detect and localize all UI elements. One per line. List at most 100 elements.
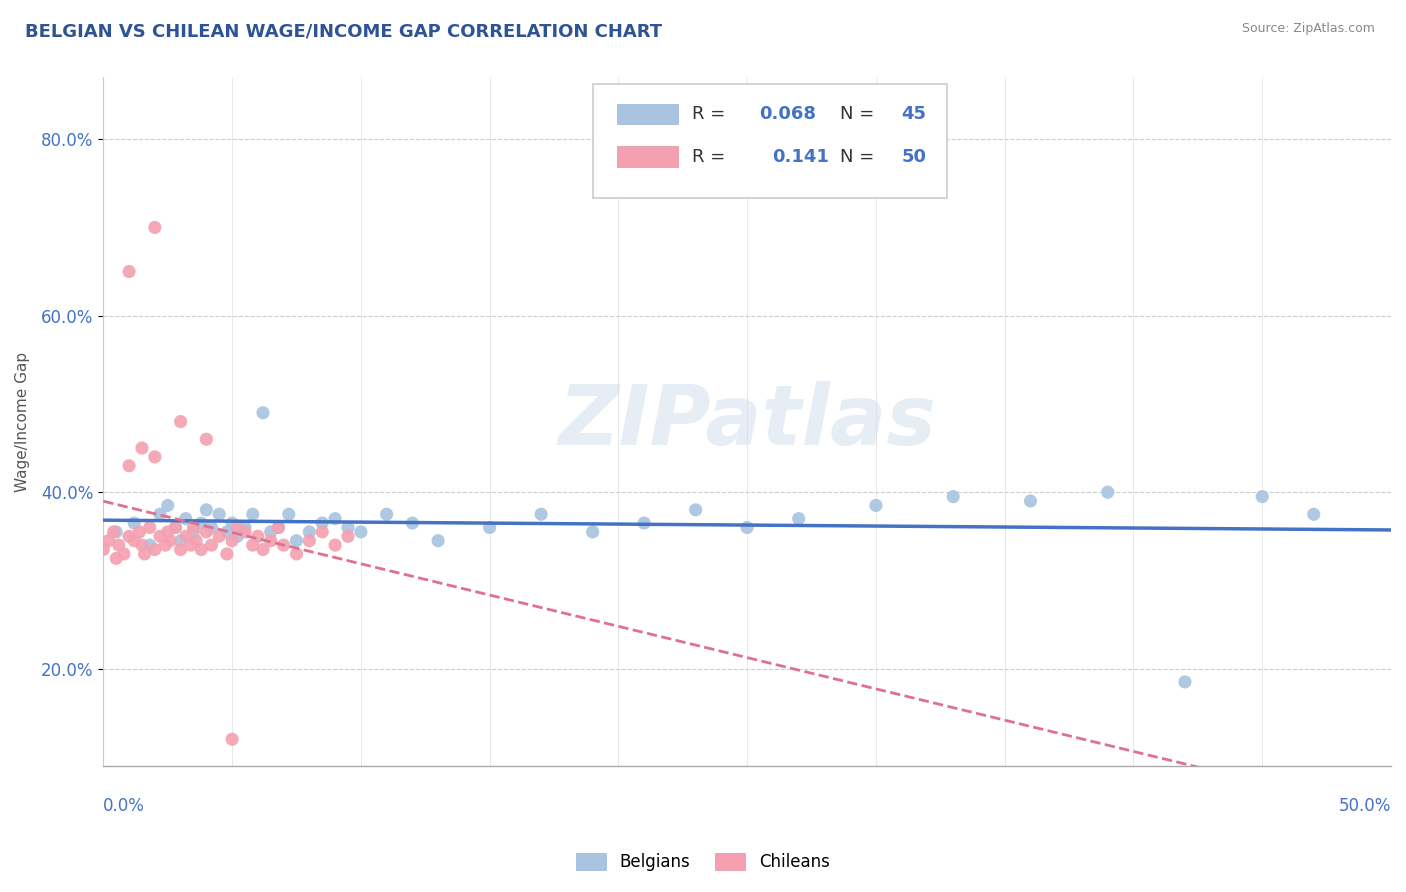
- Point: [401, 516, 423, 530]
- Point: [226, 520, 249, 534]
- Point: [195, 503, 218, 517]
- Point: [221, 732, 243, 747]
- Point: [97, 533, 120, 548]
- Point: [215, 524, 238, 539]
- Point: [195, 524, 218, 539]
- Text: N =: N =: [839, 105, 880, 123]
- Point: [311, 524, 333, 539]
- Point: [131, 441, 153, 455]
- Point: [337, 529, 360, 543]
- Point: [1302, 508, 1324, 522]
- Point: [242, 508, 264, 522]
- Point: [159, 533, 181, 548]
- Point: [131, 538, 153, 552]
- Point: [298, 524, 321, 539]
- Point: [221, 533, 243, 548]
- Point: [323, 511, 346, 525]
- Point: [337, 520, 360, 534]
- Point: [226, 529, 249, 543]
- Text: Source: ZipAtlas.com: Source: ZipAtlas.com: [1241, 22, 1375, 36]
- Point: [143, 220, 166, 235]
- Point: [208, 529, 231, 543]
- FancyBboxPatch shape: [617, 146, 678, 167]
- Point: [427, 533, 450, 548]
- Text: 0.141: 0.141: [772, 147, 828, 166]
- Point: [143, 450, 166, 464]
- Point: [942, 490, 965, 504]
- Point: [107, 538, 129, 552]
- Point: [267, 520, 290, 534]
- Point: [112, 547, 135, 561]
- Point: [134, 547, 156, 561]
- Text: 45: 45: [901, 105, 927, 123]
- Point: [128, 524, 150, 539]
- Point: [311, 516, 333, 530]
- Point: [138, 520, 160, 534]
- Point: [208, 508, 231, 522]
- Point: [91, 542, 114, 557]
- Point: [118, 458, 141, 473]
- Text: R =: R =: [692, 105, 731, 123]
- Point: [633, 516, 655, 530]
- Point: [323, 538, 346, 552]
- Point: [165, 520, 187, 534]
- Point: [1174, 674, 1197, 689]
- Point: [260, 524, 283, 539]
- Point: [242, 538, 264, 552]
- Point: [195, 432, 218, 446]
- Point: [285, 547, 308, 561]
- Point: [1097, 485, 1119, 500]
- Point: [153, 538, 176, 552]
- Point: [105, 524, 128, 539]
- Point: [530, 508, 553, 522]
- Text: 50.0%: 50.0%: [1339, 797, 1391, 814]
- Point: [200, 538, 222, 552]
- Point: [174, 529, 197, 543]
- Point: [685, 503, 707, 517]
- Point: [260, 533, 283, 548]
- Point: [215, 547, 238, 561]
- Point: [285, 533, 308, 548]
- Text: 0.068: 0.068: [759, 105, 815, 123]
- FancyBboxPatch shape: [593, 85, 946, 198]
- Point: [252, 542, 274, 557]
- Point: [1019, 494, 1042, 508]
- Point: [122, 516, 145, 530]
- Point: [118, 264, 141, 278]
- Point: [184, 533, 207, 548]
- Point: [375, 508, 398, 522]
- Point: [735, 520, 758, 534]
- Point: [143, 542, 166, 557]
- Point: [156, 524, 179, 539]
- Point: [180, 538, 202, 552]
- FancyBboxPatch shape: [617, 103, 678, 124]
- Point: [169, 533, 191, 548]
- Point: [169, 542, 191, 557]
- Text: N =: N =: [839, 147, 880, 166]
- Point: [118, 529, 141, 543]
- Point: [273, 538, 295, 552]
- Point: [252, 406, 274, 420]
- Legend: Belgians, Chileans: Belgians, Chileans: [568, 845, 838, 880]
- Text: ZIPatlas: ZIPatlas: [558, 381, 936, 462]
- Point: [169, 415, 191, 429]
- Point: [1251, 490, 1274, 504]
- Point: [233, 524, 256, 539]
- Point: [298, 533, 321, 548]
- Point: [277, 508, 299, 522]
- Point: [865, 499, 887, 513]
- Point: [233, 520, 256, 534]
- Point: [267, 520, 290, 534]
- Point: [156, 499, 179, 513]
- Point: [246, 529, 269, 543]
- Point: [221, 516, 243, 530]
- Point: [149, 508, 172, 522]
- Text: 0.0%: 0.0%: [103, 797, 145, 814]
- Point: [165, 520, 187, 534]
- Point: [787, 511, 810, 525]
- Point: [478, 520, 501, 534]
- Point: [350, 524, 373, 539]
- Text: 50: 50: [901, 147, 927, 166]
- Point: [183, 524, 205, 539]
- Point: [200, 520, 222, 534]
